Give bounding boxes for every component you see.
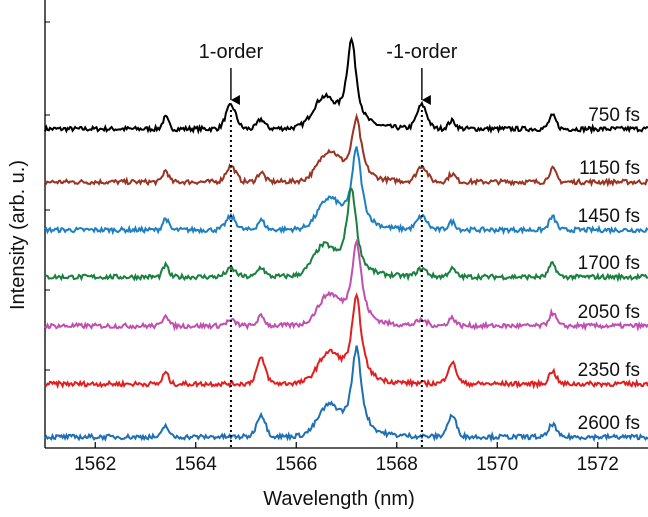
x-tick-label: 1566 — [275, 454, 317, 475]
order-label: -1-order — [386, 41, 457, 63]
series-line — [44, 36, 648, 135]
series-label: 2350 fs — [578, 360, 640, 381]
series-label: 1700 fs — [578, 253, 640, 274]
x-tick-label: 1572 — [577, 454, 619, 475]
x-tick-label: 1568 — [376, 454, 418, 475]
series-line — [44, 238, 648, 332]
series-label: 2050 fs — [578, 302, 640, 323]
series-group: 750 fs 1150 fs 1450 fs 1700 fs 2050 fs 2350 f… — [44, 36, 648, 443]
series-line — [44, 345, 648, 443]
x-tick-label: 1564 — [175, 454, 218, 475]
y-axis-label: Intensity (arb. u.) — [7, 160, 29, 310]
series-line — [44, 146, 648, 236]
series-line — [44, 112, 648, 188]
series-label: 1450 fs — [578, 206, 640, 227]
x-tick-label: 1570 — [476, 454, 518, 475]
x-axis-label: Wavelength (nm) — [263, 488, 415, 510]
axes: 1562 1564 1566 1568 1570 1572 — [44, 0, 648, 475]
series-label: 2600 fs — [578, 413, 640, 434]
series-label: 1150 fs — [579, 158, 640, 179]
order-label: 1-order — [199, 41, 264, 63]
series-label: 750 fs — [588, 105, 640, 126]
series-line — [44, 292, 648, 390]
series-line — [44, 187, 648, 283]
x-tick-label: 1562 — [74, 454, 116, 475]
annotations: 1-order -1-order — [199, 41, 458, 448]
